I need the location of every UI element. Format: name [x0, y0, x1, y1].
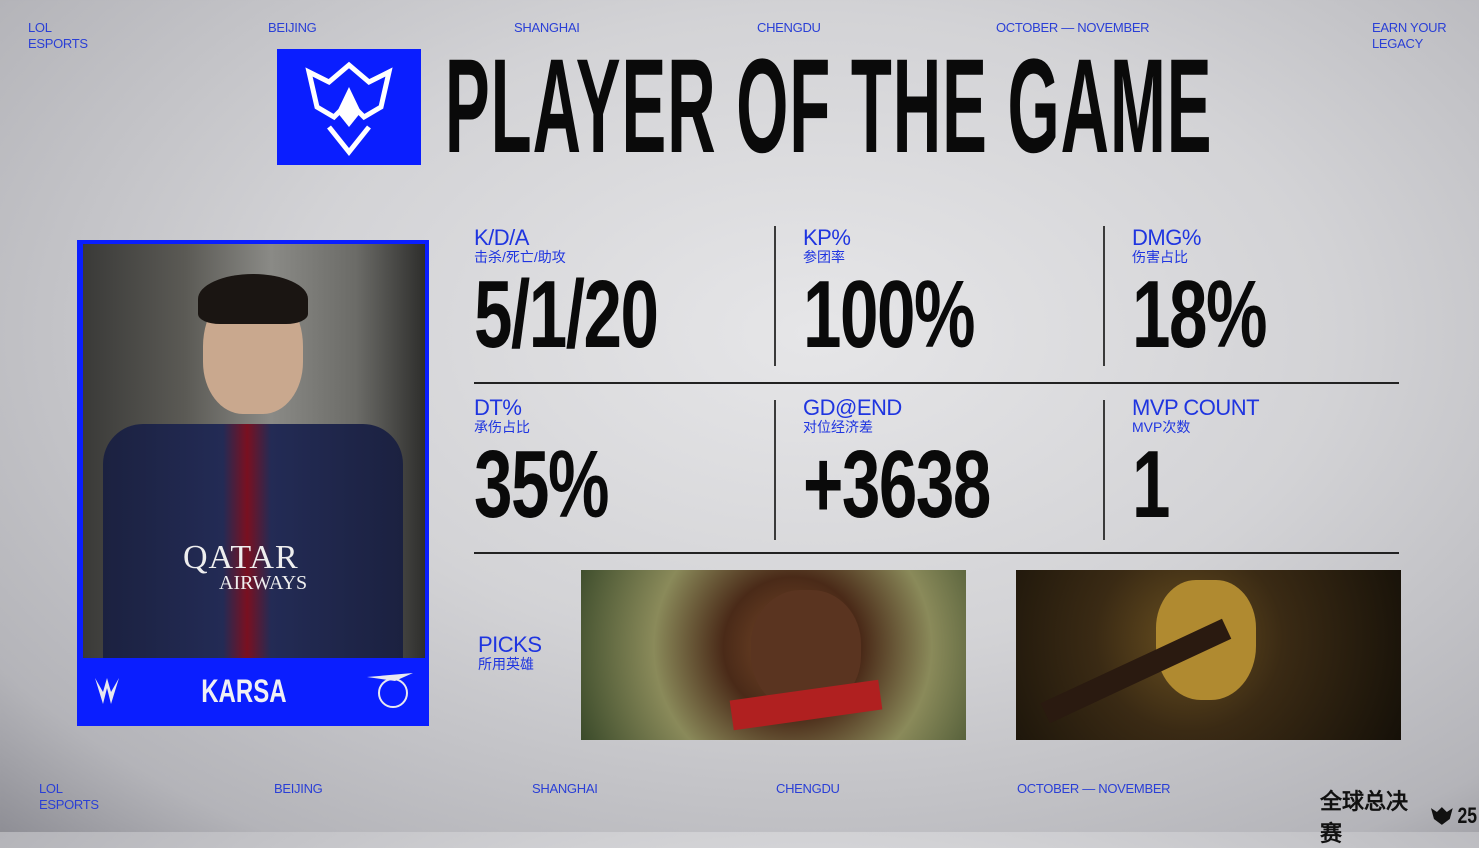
divider — [774, 400, 776, 540]
player-name-band: KARSA — [79, 658, 427, 724]
lol-esports-label-bottom: LOL ESPORTS — [39, 781, 99, 812]
divider — [1103, 400, 1105, 540]
player-photo: QATAR AIRWAYS — [83, 244, 425, 658]
player-name: KARSA — [201, 672, 287, 709]
player-card: QATAR AIRWAYS KARSA — [77, 240, 429, 726]
stat-kda: K/D/A 击杀/死亡/助攻 5/1/20 — [474, 225, 659, 368]
event-dates: OCTOBER — NOVEMBER — [996, 20, 1150, 35]
jersey-sponsor: QATAR — [183, 539, 299, 576]
worlds-trophy-icon — [305, 61, 393, 157]
picks-label: PICKS 所用英雄 — [478, 632, 542, 673]
event-dates-bottom: OCTOBER — NOVEMBER — [1017, 781, 1171, 796]
stat-mvp: MVP COUNT MVP次数 1 — [1132, 395, 1260, 538]
divider — [1103, 226, 1105, 366]
divider — [774, 226, 776, 366]
stat-gd: GD@END 对位经济差 +3638 — [803, 395, 991, 538]
city-chengdu-bottom: CHENGDU — [776, 781, 840, 796]
page-title: PLAYER OF THE GAME — [445, 32, 1213, 181]
worlds-logo — [277, 49, 421, 165]
city-shanghai: SHANGHAI — [514, 20, 580, 35]
worlds-brand: 全球总决赛 25 — [1320, 789, 1477, 846]
champion-pick-jarvan — [1016, 570, 1401, 740]
city-beijing: BEIJING — [268, 20, 317, 35]
divider — [474, 552, 1399, 554]
lol-esports-label: LOL ESPORTS — [28, 20, 88, 51]
lpl-logo-icon — [95, 678, 119, 704]
stat-kp: KP% 参团率 100% — [803, 225, 975, 368]
team-logo-icon — [367, 673, 413, 708]
city-shanghai-bottom: SHANGHAI — [532, 781, 598, 796]
city-chengdu: CHENGDU — [757, 20, 821, 35]
player-jersey — [103, 424, 403, 658]
tagline: EARN YOUR LEGACY — [1372, 20, 1447, 51]
worlds-trophy-icon — [1430, 807, 1453, 825]
champion-pick-wukong — [581, 570, 966, 740]
stat-dmg: DMG% 伤害占比 18% — [1132, 225, 1267, 368]
divider — [474, 382, 1399, 384]
city-beijing-bottom: BEIJING — [274, 781, 323, 796]
stat-dt: DT% 承伤占比 35% — [474, 395, 609, 538]
